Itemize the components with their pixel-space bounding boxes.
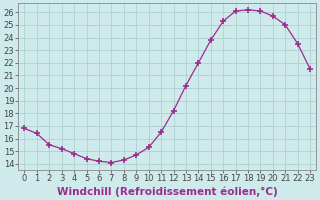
X-axis label: Windchill (Refroidissement éolien,°C): Windchill (Refroidissement éolien,°C) xyxy=(57,186,278,197)
